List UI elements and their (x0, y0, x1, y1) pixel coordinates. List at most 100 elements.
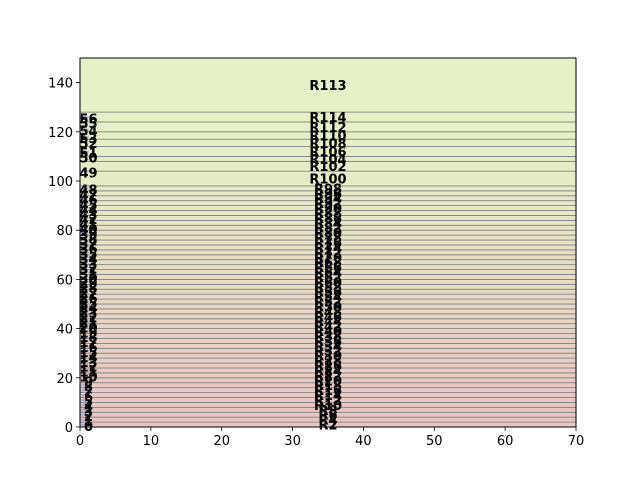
band-label-R74: R74 (314, 241, 342, 256)
bar-12 (80, 364, 89, 367)
point-label-47: 47 (79, 189, 97, 204)
band-label-R82: R82 (314, 222, 342, 237)
band-label-R110: R110 (309, 129, 346, 144)
bar-13 (80, 359, 89, 362)
y-tick-label: 40 (56, 323, 73, 338)
x-tick-label: 70 (568, 434, 585, 449)
band-label-R76: R76 (314, 237, 342, 252)
band-label-R22: R22 (314, 369, 342, 384)
band-label-R62: R62 (314, 271, 342, 286)
bar-19 (80, 330, 89, 333)
bar-7 (80, 389, 89, 392)
band-label-R2: R2 (318, 419, 337, 434)
band-label-R6: R6 (318, 409, 337, 424)
point-label-18: 18 (79, 331, 97, 346)
point-label-51: 51 (79, 147, 97, 162)
x-tick-label: 10 (143, 434, 160, 449)
bar-31 (80, 271, 89, 274)
point-label-14: 14 (79, 351, 97, 366)
y-tick-label: 20 (56, 372, 73, 387)
band-label-R26: R26 (314, 360, 342, 375)
band-label-R52: R52 (314, 296, 342, 311)
bar-44 (80, 207, 89, 210)
bar-43 (80, 211, 89, 215)
point-label-12: 12 (79, 361, 97, 376)
point-label-21: 21 (79, 316, 97, 331)
bar-46 (80, 197, 89, 200)
point-label-7: 7 (84, 385, 93, 400)
point-label-32: 32 (79, 262, 97, 277)
point-label-25: 25 (79, 297, 97, 312)
point-label-13: 13 (79, 356, 97, 371)
bar-16 (80, 344, 89, 348)
bar-40 (80, 226, 89, 229)
band-label-R114: R114 (309, 111, 346, 126)
x-tick-label: 40 (355, 434, 372, 449)
y-tick-label: 100 (48, 175, 73, 190)
point-label-3: 3 (84, 405, 93, 420)
bar-56 (80, 116, 89, 119)
point-label-23: 23 (79, 307, 97, 322)
bar-10 (80, 374, 89, 377)
bar-26 (80, 295, 89, 298)
point-label-26: 26 (79, 292, 97, 307)
point-label-20: 20 (79, 321, 97, 336)
bar-11 (80, 369, 89, 372)
bar-8 (80, 384, 89, 387)
point-label-50: 50 (79, 152, 97, 167)
axes-frame (79, 57, 577, 428)
point-label-24: 24 (79, 302, 97, 317)
bar-34 (80, 256, 89, 259)
bar-45 (80, 202, 89, 205)
band-label-R56: R56 (314, 286, 342, 301)
point-label-9: 9 (84, 375, 93, 390)
point-label-42: 42 (79, 213, 97, 228)
x-tick-label: 60 (497, 434, 514, 449)
band-label-R30: R30 (314, 350, 342, 365)
bar-37 (80, 241, 89, 244)
bar-3 (80, 408, 89, 412)
point-label-49: 49 (79, 166, 97, 181)
bar-29 (80, 280, 89, 284)
band-label-R60: R60 (314, 276, 342, 291)
x-tick-label: 30 (284, 434, 301, 449)
x-tick-label: 20 (213, 434, 230, 449)
point-label-17: 17 (79, 336, 97, 351)
band-label-R36: R36 (314, 335, 342, 350)
bar-20 (80, 325, 89, 328)
point-label-16: 16 (79, 341, 97, 356)
band-label-R106: R106 (309, 145, 346, 160)
band-label-R112: R112 (309, 121, 346, 136)
band-label-R72: R72 (314, 246, 342, 261)
point-label-2: 2 (84, 410, 93, 425)
band-label-R68: R68 (314, 256, 342, 271)
point-label-4: 4 (84, 400, 93, 415)
y-tick-label: 60 (56, 273, 73, 288)
bar-36 (80, 246, 89, 249)
point-label-28: 28 (79, 282, 97, 297)
band-label-R92: R92 (314, 197, 342, 212)
point-label-19: 19 (79, 326, 97, 341)
point-label-38: 38 (79, 233, 97, 248)
band-label-R78: R78 (314, 232, 342, 247)
bar-4 (80, 403, 89, 407)
plot-area: R2R4R6R8R10R12R14R16R18R20R22R24R26R28R3… (79, 57, 577, 435)
x-tick-label: 50 (426, 434, 443, 449)
point-label-34: 34 (79, 252, 97, 267)
band-label-R104: R104 (309, 153, 346, 168)
bar-14 (80, 354, 89, 357)
band-label-R46: R46 (314, 310, 342, 325)
band-label-R90: R90 (314, 202, 342, 217)
band-label-R94: R94 (314, 192, 342, 207)
bar-54 (80, 128, 89, 131)
band-label-R80: R80 (314, 227, 342, 242)
bar-50 (80, 155, 89, 158)
point-label-45: 45 (79, 198, 97, 213)
x-axis: 0 10 20 30 40 50 60 70 (76, 427, 584, 449)
bar-33 (80, 261, 89, 264)
bar-25 (80, 300, 89, 303)
bar-23 (80, 310, 89, 313)
y-tick-label: 140 (48, 77, 73, 92)
bar-22 (80, 315, 89, 318)
